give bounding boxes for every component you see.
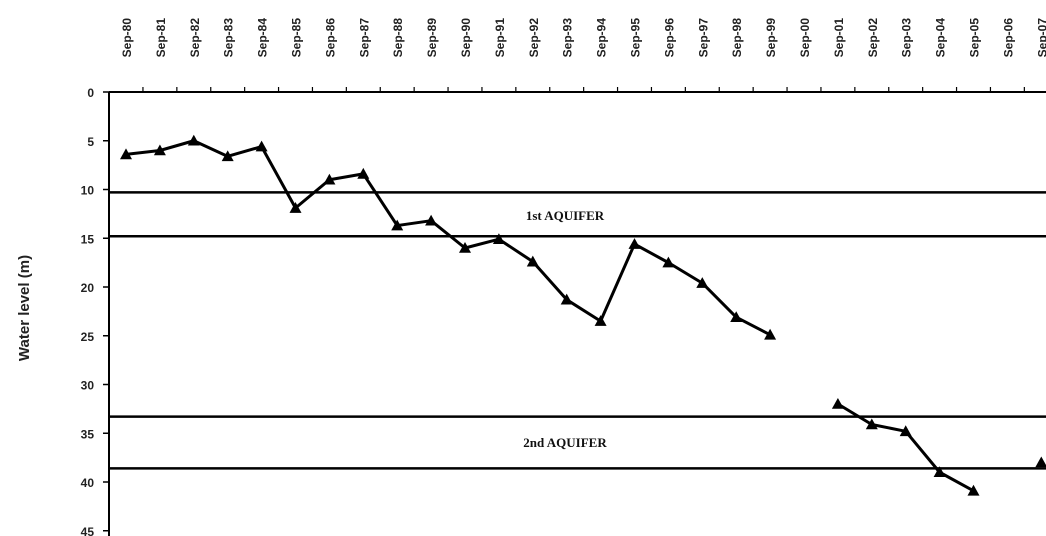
data-point-marker xyxy=(255,140,268,152)
x-tick-label: Sep-80 xyxy=(120,18,134,58)
aquifer-boundaries xyxy=(109,191,1046,470)
y-tick-label: 0 xyxy=(87,86,94,100)
y-axis-label: Water level (m) xyxy=(16,255,33,361)
x-tick-label: Sep-84 xyxy=(256,18,270,58)
x-tick-label: Sep-03 xyxy=(900,18,914,58)
x-tick-label: Sep-97 xyxy=(696,18,710,58)
data-point-marker xyxy=(628,238,641,249)
x-tick-label: Sep-81 xyxy=(154,18,168,58)
x-tick-label: Sep-88 xyxy=(391,18,405,58)
data-point-marker xyxy=(289,202,302,213)
x-tick-label: Sep-01 xyxy=(832,18,846,58)
x-tick-label: Sep-93 xyxy=(561,18,575,58)
data-point-marker xyxy=(492,233,505,245)
data-point-marker xyxy=(153,144,166,156)
data-point-marker xyxy=(391,219,404,231)
data-point-marker xyxy=(425,214,438,226)
aquifer-label: 2nd AQUIFER xyxy=(523,435,607,450)
data-point-marker xyxy=(221,150,234,162)
y-tick-label: 40 xyxy=(81,476,95,490)
x-tick-label: Sep-00 xyxy=(798,18,812,58)
y-tick-label: 5 xyxy=(87,135,94,149)
x-tick-label: Sep-86 xyxy=(323,18,337,58)
x-tick-label: Sep-05 xyxy=(968,18,982,58)
x-tick-label: Sep-94 xyxy=(595,18,609,58)
y-tick-label: 30 xyxy=(81,379,95,393)
x-tick-label: Sep-95 xyxy=(629,18,643,58)
series-line xyxy=(125,139,771,337)
x-tick-label: Sep-87 xyxy=(357,18,371,58)
x-tick-label: Sep-06 xyxy=(1001,18,1015,58)
aquifer-label: 1st AQUIFER xyxy=(526,208,605,223)
data-point-marker xyxy=(323,173,336,185)
x-tick-label: Sep-82 xyxy=(188,18,202,58)
x-tick-label: Sep-91 xyxy=(493,18,507,58)
data-point-marker xyxy=(933,466,946,478)
data-point-marker xyxy=(764,328,777,340)
data-point-marker xyxy=(865,418,878,430)
x-tick-label: Sep-07 xyxy=(1035,18,1046,58)
x-tick-label: Sep-98 xyxy=(730,18,744,58)
x-tick-label: Sep-90 xyxy=(459,18,473,58)
data-point-marker xyxy=(730,311,743,323)
y-tick-label: 15 xyxy=(81,232,95,246)
data-point-marker xyxy=(459,242,471,253)
data-point-marker xyxy=(696,277,709,288)
y-tick-label: 25 xyxy=(81,330,95,344)
x-tick-label: Sep-96 xyxy=(662,18,676,58)
data-point-marker xyxy=(899,425,912,437)
x-tick-label: Sep-89 xyxy=(425,18,439,58)
series-water-level xyxy=(120,134,1046,496)
data-point-marker xyxy=(662,256,675,268)
x-tick-label: Sep-02 xyxy=(866,18,880,58)
data-point-marker xyxy=(526,255,539,267)
y-tick-label: 10 xyxy=(81,184,95,198)
y-tick-label: 35 xyxy=(81,427,95,441)
data-point-marker xyxy=(560,293,573,305)
data-point-marker xyxy=(187,134,200,146)
x-tick-label: Sep-04 xyxy=(934,18,948,58)
data-point-marker xyxy=(357,167,370,179)
data-point-marker xyxy=(1035,456,1046,468)
x-tick-label: Sep-83 xyxy=(222,18,236,58)
y-tick-label: 45 xyxy=(81,525,95,536)
x-tick-label: Sep-85 xyxy=(290,18,304,58)
data-point-marker xyxy=(831,398,844,409)
x-tick-label: Sep-92 xyxy=(527,18,541,58)
x-tick-label: Sep-99 xyxy=(764,18,778,58)
chart-labels: 1st AQUIFER 2nd AQUIFER xyxy=(523,208,607,450)
data-point-marker xyxy=(967,484,980,496)
axes: 0 5 10 15 20 25 30 35 40 45 Sep-80 Sep-81 Sep-82 Sep-… xyxy=(81,18,1046,536)
y-tick-label: 20 xyxy=(81,281,95,295)
data-point-marker xyxy=(120,148,132,160)
data-point-marker xyxy=(594,315,607,326)
